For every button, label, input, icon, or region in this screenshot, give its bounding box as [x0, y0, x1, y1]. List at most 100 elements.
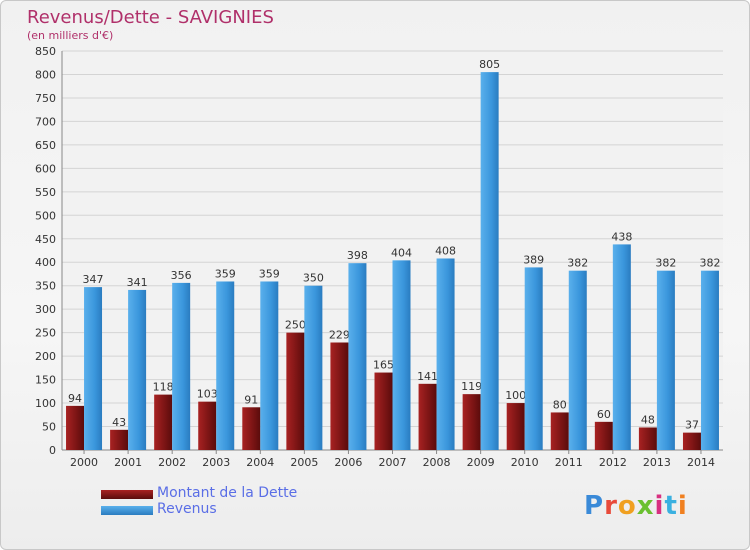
bar-revenus [568, 270, 587, 450]
y-tick-label: 350 [35, 280, 56, 293]
data-label-dette: 91 [244, 393, 258, 406]
data-label-revenus: 438 [611, 230, 632, 243]
y-tick-label: 400 [35, 256, 56, 269]
bar-revenus [392, 260, 411, 450]
x-tick-label: 2009 [467, 456, 495, 469]
bar-revenus [700, 270, 719, 450]
data-label-revenus: 350 [303, 272, 324, 285]
data-label-revenus: 382 [567, 257, 588, 270]
data-label-revenus: 404 [391, 246, 412, 259]
y-tick-label: 650 [35, 139, 56, 152]
x-tick-label: 2013 [643, 456, 671, 469]
bar-dette [374, 372, 393, 450]
bar-revenus [260, 281, 279, 450]
x-tick-label: 2006 [334, 456, 362, 469]
data-label-dette: 229 [329, 329, 350, 342]
y-tick-label: 850 [35, 45, 56, 58]
bar-revenus [128, 289, 147, 450]
bar-revenus [524, 267, 543, 450]
y-tick-label: 250 [35, 327, 56, 340]
data-label-revenus: 356 [171, 269, 192, 282]
x-tick-label: 2005 [290, 456, 318, 469]
data-label-revenus: 347 [83, 273, 104, 286]
data-label-dette: 103 [197, 388, 218, 401]
bar-dette [154, 394, 173, 450]
data-label-revenus: 389 [523, 253, 544, 266]
data-label-dette: 43 [112, 416, 126, 429]
x-tick-label: 2004 [246, 456, 274, 469]
data-label-dette: 118 [153, 381, 174, 394]
bar-revenus [84, 287, 103, 450]
data-label-dette: 119 [461, 380, 482, 393]
data-label-dette: 141 [417, 370, 438, 383]
y-tick-label: 500 [35, 209, 56, 222]
logo-letter: r [604, 491, 618, 521]
bar-dette [462, 394, 481, 450]
bar-revenus [304, 285, 323, 450]
y-tick-label: 550 [35, 186, 56, 199]
data-label-revenus: 805 [479, 58, 500, 71]
bar-dette [66, 405, 85, 450]
bar-dette [330, 342, 349, 450]
logo-letter: t [664, 491, 678, 521]
data-label-dette: 94 [68, 392, 82, 405]
y-tick-label: 450 [35, 233, 56, 246]
data-label-revenus: 398 [347, 249, 368, 262]
y-tick-label: 100 [35, 397, 56, 410]
bar-dette [594, 421, 613, 450]
y-tick-label: 200 [35, 350, 56, 363]
bar-dette [198, 401, 217, 450]
y-tick-label: 750 [35, 92, 56, 105]
chart-title: Revenus/Dette - SAVIGNIES [27, 7, 274, 28]
x-tick-label: 2003 [202, 456, 230, 469]
data-label-revenus: 341 [127, 276, 148, 289]
data-label-dette: 80 [553, 398, 567, 411]
data-label-dette: 165 [373, 359, 394, 372]
bar-revenus [216, 281, 235, 450]
bar-revenus [656, 270, 675, 450]
data-label-dette: 48 [641, 413, 655, 426]
x-tick-label: 2010 [511, 456, 539, 469]
legend-swatch-revenus [101, 506, 153, 515]
bar-dette [286, 332, 305, 450]
logo-letter: i [654, 491, 665, 521]
x-tick-label: 2007 [379, 456, 407, 469]
proxiti-logo: Proxiti [584, 491, 688, 521]
x-tick-label: 2011 [555, 456, 583, 469]
bar-revenus [348, 263, 367, 450]
legend-label-revenus: Revenus [157, 501, 217, 517]
x-tick-label: 2002 [158, 456, 186, 469]
bar-dette [506, 403, 525, 450]
data-label-dette: 60 [597, 408, 611, 421]
logo-letter: i [677, 491, 688, 521]
data-label-revenus: 359 [215, 267, 236, 280]
y-tick-label: 150 [35, 374, 56, 387]
bar-dette [682, 432, 701, 450]
x-tick-label: 2000 [70, 456, 98, 469]
bar-dette [242, 407, 261, 450]
bar-dette [550, 412, 569, 450]
logo-letter: o [617, 491, 637, 521]
logo-letter: x [636, 491, 655, 521]
x-tick-label: 2001 [114, 456, 142, 469]
data-label-dette: 37 [685, 419, 699, 432]
data-label-revenus: 382 [699, 257, 720, 270]
data-label-dette: 100 [505, 389, 526, 402]
bar-revenus [612, 244, 631, 450]
bar-revenus [172, 282, 191, 450]
x-tick-label: 2014 [687, 456, 715, 469]
chart-subtitle: (en milliers d'€) [27, 29, 114, 42]
x-tick-label: 2008 [423, 456, 451, 469]
legend-label-dette: Montant de la Dette [157, 485, 298, 501]
y-tick-label: 600 [35, 162, 56, 175]
y-tick-label: 300 [35, 303, 56, 316]
bar-revenus [480, 72, 499, 450]
y-tick-label: 800 [35, 68, 56, 81]
logo-letter: P [584, 491, 605, 521]
bar-dette [638, 427, 657, 450]
y-tick-label: 50 [42, 421, 56, 434]
bar-chart: 0 50 100 150 200 250 300 350 400 450 500 550 600 650 7… [35, 45, 723, 469]
bar-dette [110, 429, 129, 450]
data-label-dette: 250 [285, 319, 306, 332]
